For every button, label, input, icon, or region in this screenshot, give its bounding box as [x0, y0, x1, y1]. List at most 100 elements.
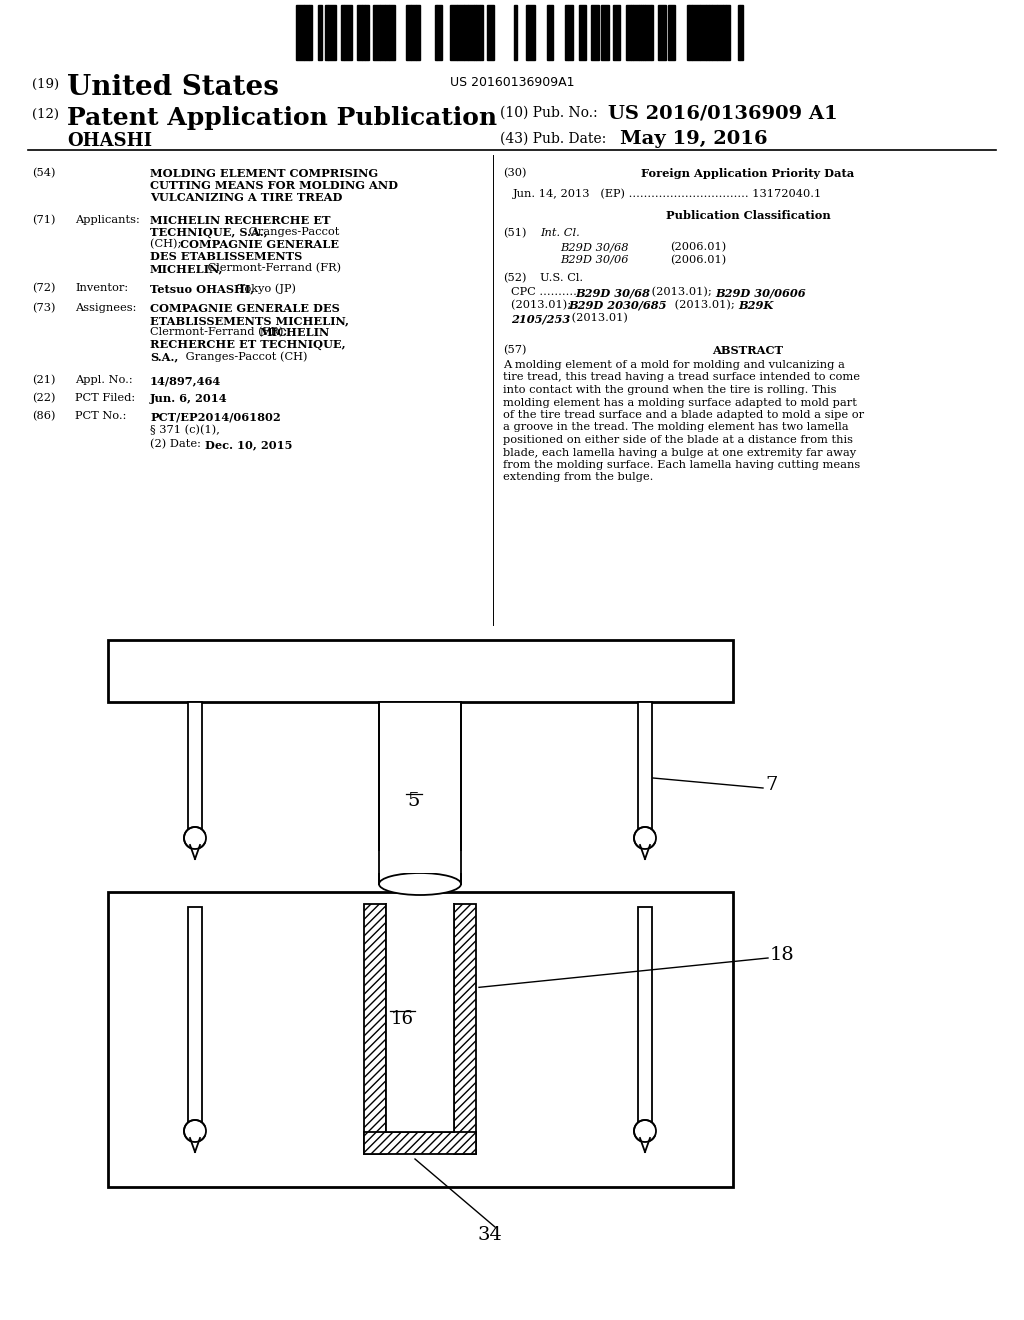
Ellipse shape [184, 828, 206, 849]
Bar [454, 904, 476, 1154]
Text: (2) Date:: (2) Date: [150, 440, 201, 449]
Bar [699, 5, 706, 59]
Bar [362, 5, 366, 59]
Bar [591, 5, 599, 59]
Bar [108, 892, 733, 1187]
Bar [407, 5, 411, 59]
Bar [108, 640, 733, 702]
Bar [389, 5, 395, 59]
Bar [437, 5, 442, 59]
Text: (2013.01);: (2013.01); [648, 286, 716, 297]
Bar [364, 904, 386, 1154]
Bar [650, 5, 653, 59]
Text: molding element has a molding surface adapted to mold part: molding element has a molding surface ad… [503, 397, 857, 408]
Text: blade, each lamella having a bulge at one extremity far away: blade, each lamella having a bulge at on… [503, 447, 856, 458]
Bar [547, 5, 549, 59]
Bar [601, 5, 608, 59]
Text: (21): (21) [32, 375, 55, 385]
Text: Clermont-Ferrand (FR);: Clermont-Ferrand (FR); [150, 327, 291, 338]
Text: ABSTRACT: ABSTRACT [713, 345, 783, 356]
Text: A molding element of a mold for molding and vulcanizing a: A molding element of a mold for molding … [503, 360, 845, 370]
Bar [739, 5, 742, 59]
Text: Assignees:: Assignees: [75, 304, 136, 313]
Bar [451, 5, 457, 59]
Text: VULCANIZING A TIRE TREAD: VULCANIZING A TIRE TREAD [150, 191, 342, 203]
Text: OHASHI: OHASHI [67, 132, 153, 150]
Text: a groove in the tread. The molding element has two lamella: a groove in the tread. The molding eleme… [503, 422, 849, 433]
Bar [514, 5, 517, 59]
Text: Patent Application Publication: Patent Application Publication [67, 106, 497, 129]
Text: U.S. Cl.: U.S. Cl. [540, 273, 583, 282]
Text: (CH);: (CH); [150, 239, 185, 249]
Text: CUTTING MEANS FOR MOLDING AND: CUTTING MEANS FOR MOLDING AND [150, 180, 398, 191]
Bar [378, 851, 462, 873]
Text: RECHERCHE ET TECHNIQUE,: RECHERCHE ET TECHNIQUE, [150, 339, 346, 350]
Text: 18: 18 [770, 946, 795, 964]
Text: (10) Pub. No.:: (10) Pub. No.: [500, 106, 598, 120]
Bar [380, 5, 385, 59]
Ellipse shape [184, 1119, 206, 1142]
Bar [626, 5, 631, 59]
Ellipse shape [379, 873, 461, 895]
Text: US 2016/0136909 A1: US 2016/0136909 A1 [608, 104, 838, 121]
Ellipse shape [634, 828, 656, 849]
Text: 5: 5 [408, 792, 420, 810]
Bar [356, 5, 362, 59]
Text: B29D 30/0606: B29D 30/0606 [715, 286, 806, 298]
Polygon shape [190, 845, 200, 859]
Bar [640, 5, 641, 59]
Bar [710, 5, 712, 59]
Bar [296, 5, 304, 59]
Text: S.A.,: S.A., [150, 351, 178, 362]
Text: (54): (54) [32, 168, 55, 178]
Text: B29D 2030/685: B29D 2030/685 [568, 300, 667, 312]
Text: US 20160136909A1: US 20160136909A1 [450, 77, 574, 88]
Text: 2105/253: 2105/253 [511, 313, 570, 323]
Text: Tokyo (JP): Tokyo (JP) [234, 282, 296, 293]
Text: PCT Filed:: PCT Filed: [75, 393, 135, 403]
Text: COMPAGNIE GENERALE DES: COMPAGNIE GENERALE DES [150, 304, 340, 314]
Text: Inventor:: Inventor: [75, 282, 128, 293]
Polygon shape [190, 1138, 200, 1152]
Bar [416, 5, 421, 59]
Text: MICHELIN: MICHELIN [260, 327, 331, 338]
Bar [526, 5, 528, 59]
Text: B29D 30/68: B29D 30/68 [560, 242, 629, 252]
Bar [717, 5, 723, 59]
Bar [712, 5, 717, 59]
Bar [386, 904, 454, 1133]
Text: MOLDING ELEMENT COMPRISING: MOLDING ELEMENT COMPRISING [150, 168, 378, 180]
Text: CPC ..........: CPC .......... [511, 286, 577, 297]
Bar [344, 5, 351, 59]
Text: tire tread, this tread having a tread surface intended to come: tire tread, this tread having a tread su… [503, 372, 860, 383]
Polygon shape [640, 1138, 650, 1152]
Bar [528, 5, 535, 59]
Text: TECHNIQUE, S.A.,: TECHNIQUE, S.A., [150, 227, 267, 238]
Bar [309, 5, 312, 59]
Text: Jun. 14, 2013   (EP) ................................ 13172040.1: Jun. 14, 2013 (EP) .....................… [513, 187, 822, 198]
Text: § 371 (c)(1),: § 371 (c)(1), [150, 425, 220, 436]
Text: (73): (73) [32, 304, 55, 313]
Bar [341, 5, 344, 59]
Bar [379, 702, 461, 884]
Text: extending from the bulge.: extending from the bulge. [503, 473, 653, 483]
Bar [565, 5, 567, 59]
Bar [692, 5, 699, 59]
Text: (2006.01): (2006.01) [670, 255, 726, 265]
Bar [706, 5, 710, 59]
Text: (2013.01);: (2013.01); [671, 300, 738, 310]
Text: (30): (30) [503, 168, 526, 178]
Bar [689, 5, 692, 59]
Bar [379, 851, 461, 873]
Text: 7: 7 [765, 776, 777, 795]
Text: (2013.01);: (2013.01); [511, 300, 574, 310]
Text: of the tire tread surface and a blade adapted to mold a sipe or: of the tire tread surface and a blade ad… [503, 411, 864, 420]
Bar [668, 5, 676, 59]
Text: PCT/EP2014/061802: PCT/EP2014/061802 [150, 411, 281, 422]
Text: (57): (57) [503, 345, 526, 355]
Bar [638, 907, 652, 1127]
Bar [645, 5, 650, 59]
Bar [638, 702, 652, 834]
Bar [579, 5, 586, 59]
Text: positioned on either side of the blade at a distance from this: positioned on either side of the blade a… [503, 436, 853, 445]
